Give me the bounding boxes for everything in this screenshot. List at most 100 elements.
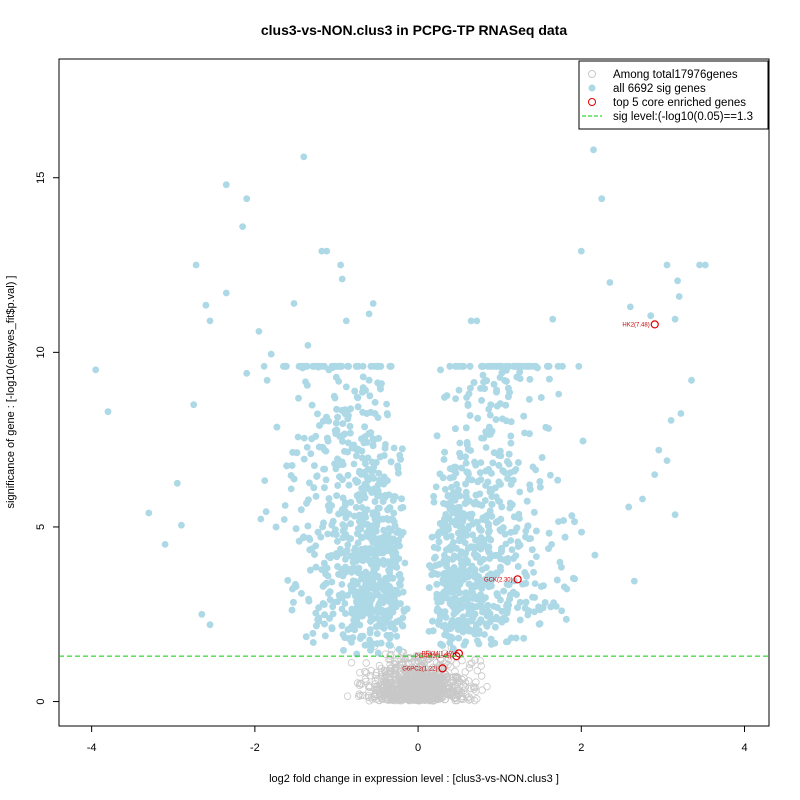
x-tick-label: 0 (415, 742, 421, 754)
sig-gene-point (510, 513, 518, 521)
sig-gene-point (347, 405, 354, 413)
sig-gene-point (370, 475, 377, 482)
sig-gene-point (173, 479, 181, 487)
sig-gene-point (389, 595, 396, 602)
sig-gene-point (361, 468, 368, 476)
nonsig-gene-point (396, 671, 405, 679)
nonsig-gene-point (451, 696, 459, 705)
sig-gene-point (521, 604, 529, 612)
sig-gene-point (344, 541, 352, 549)
sig-gene-point (452, 463, 459, 471)
sig-gene-point (464, 402, 472, 409)
sig-gene-point (342, 514, 350, 522)
sig-gene-point (470, 592, 478, 600)
sig-gene-point (379, 515, 387, 523)
axes: -4 -2 0 2 4 0 5 10 15 (35, 172, 748, 754)
nonsig-gene-point (362, 659, 370, 667)
sig-gene-point (338, 622, 346, 630)
sig-gene-point (358, 447, 366, 455)
sig-gene-point (297, 506, 305, 514)
nonsig-gene-point (410, 686, 418, 694)
sig-gene-point (674, 277, 681, 285)
sig-gene-point (495, 478, 503, 486)
sig-gene-point (206, 317, 214, 325)
sig-gene-point (448, 571, 455, 579)
nonsig-gene-point (392, 679, 401, 687)
sig-gene-point (280, 362, 287, 370)
sig-gene-point (571, 518, 578, 526)
sig-gene-point (374, 362, 382, 370)
sig-gene-point (263, 376, 271, 384)
sig-gene-point (354, 539, 362, 547)
sig-gene-point (352, 504, 360, 511)
sig-gene-point (462, 493, 470, 501)
sig-gene-point (462, 424, 470, 432)
sig-gene-point (367, 362, 375, 370)
sig-gene-point (430, 498, 438, 506)
nonsig-gene-point (364, 693, 373, 702)
sig-gene-point (526, 376, 534, 383)
sig-gene-point (465, 573, 472, 580)
nonsig-gene-point (433, 669, 441, 677)
sig-gene-point (333, 492, 340, 499)
sig-gene-point (262, 508, 270, 516)
sig-gene-point (255, 328, 263, 335)
sig-gene-point (533, 527, 540, 535)
sig-gene-point (313, 473, 321, 480)
sig-gene-point (222, 181, 230, 189)
sig-gene-point (345, 439, 352, 447)
sig-gene-point (322, 476, 330, 484)
sig-gene-point (590, 146, 597, 154)
legend-entry-core: top 5 core enriched genes (613, 97, 746, 109)
sig-gene-point (346, 422, 354, 430)
sig-gene-point (395, 527, 403, 535)
y-axis-label: significance of gene : [-log10(ebayes_fi… (5, 276, 17, 509)
sig-gene-point (493, 604, 501, 611)
sig-gene-point (369, 458, 376, 466)
sig-gene-point (357, 633, 365, 640)
nonsig-gene-point (347, 659, 356, 667)
nonsig-gene-point (465, 696, 473, 704)
sig-gene-point (392, 603, 400, 611)
sig-gene-point (470, 379, 478, 386)
sig-gene-point (487, 635, 495, 643)
sig-gene-point (443, 392, 451, 399)
nonsig-gene-point (452, 691, 461, 699)
sig-gene-point (309, 639, 317, 646)
sig-gene-point (464, 557, 471, 565)
sig-gene-point (288, 462, 296, 469)
sig-gene-point (314, 410, 321, 418)
sig-gene-point (371, 498, 379, 505)
sig-gene-point (371, 399, 379, 406)
sig-gene-point (467, 317, 475, 325)
nonsig-gene-point (452, 660, 460, 668)
sig-gene-point (332, 465, 340, 473)
sig-gene-point (488, 641, 495, 648)
sig-gene-point (467, 515, 475, 522)
sig-gene-point (319, 523, 326, 531)
sig-gene-point (513, 373, 521, 381)
sig-gene-point (436, 616, 443, 624)
sig-gene-point (356, 591, 363, 599)
sig-gene-point (504, 475, 511, 482)
nonsig-gene-point (381, 678, 389, 687)
sig-gene-point (435, 561, 443, 568)
sig-gene-point (356, 469, 363, 476)
sig-gene-point (552, 603, 560, 610)
sig-gene-point (369, 511, 377, 518)
sig-gene-point (353, 452, 360, 460)
sig-gene-point (507, 537, 515, 544)
nonsig-gene-point (403, 689, 411, 697)
sig-gene-point (341, 501, 349, 509)
nonsig-gene-point (386, 652, 394, 660)
sig-gene-point (438, 591, 446, 598)
sig-gene-point (458, 535, 466, 543)
sig-gene-point (513, 524, 521, 532)
sig-gene-point (496, 447, 504, 455)
sig-gene-point (243, 369, 251, 377)
nonsig-gene-point (455, 686, 463, 695)
sig-gene-point (538, 454, 546, 461)
nonsig-gene-point (444, 684, 452, 693)
sig-gene-point (425, 584, 433, 591)
